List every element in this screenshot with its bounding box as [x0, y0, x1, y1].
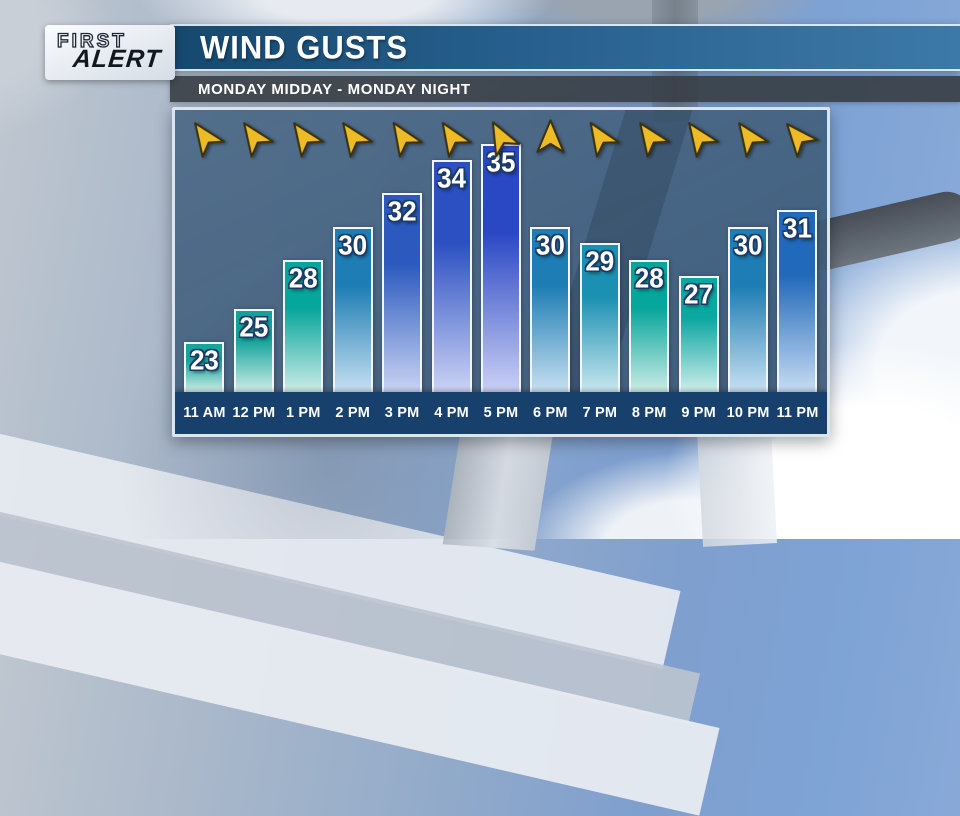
logo-alert-text: ALERT — [71, 44, 163, 73]
wind-direction-arrow-icon — [184, 116, 226, 158]
bar-value-label: 27 — [684, 278, 714, 310]
wind-direction-arrow-icon — [283, 116, 324, 158]
wind-direction-arrow-icon — [580, 116, 621, 158]
bar: 31 — [777, 209, 818, 392]
x-axis-tick-label: 1 PM — [285, 405, 321, 421]
bar-value-label: 25 — [239, 311, 269, 344]
wind-direction-arrow-icon — [629, 116, 670, 158]
wind-gusts-chart-panel: 23 25 28 30 32 34 35 30 29 28 27 30 31 11 AM 12 PM 1 P… — [172, 107, 830, 437]
bar-value-label: 30 — [535, 228, 565, 261]
x-axis-tick-label: 2 PM — [335, 405, 371, 421]
bar: 30 — [332, 226, 373, 392]
bar: 32 — [382, 193, 423, 392]
x-axis-tick-label: 5 PM — [483, 405, 519, 421]
bar: 30 — [728, 226, 769, 392]
wind-direction-arrow-icon — [481, 116, 521, 157]
bar-value-label: 34 — [437, 162, 466, 195]
wind-direction-arrow-icon — [679, 116, 720, 158]
bar: 28 — [629, 259, 670, 392]
page-title: WIND GUSTS — [200, 28, 409, 66]
bar-value-label: 32 — [387, 195, 417, 228]
bar-value-label: 35 — [486, 146, 516, 178]
bar-value-label: 29 — [585, 245, 615, 277]
bar-value-label: 28 — [634, 261, 664, 294]
turbine-blade-bottom — [442, 425, 554, 551]
bar-value-label: 30 — [733, 228, 763, 261]
bar: 34 — [431, 160, 472, 392]
bar: 35 — [480, 143, 521, 392]
wind-direction-arrow-icon — [432, 116, 472, 158]
x-axis-tick-label: 6 PM — [533, 405, 568, 421]
wind-direction-arrow-row — [175, 114, 827, 158]
bar: 29 — [579, 243, 620, 392]
x-axis-tick-label: 7 PM — [582, 405, 618, 421]
turbine-blade-bottom-right — [697, 428, 777, 547]
x-axis-tick-label: 11 AM — [183, 405, 226, 421]
x-axis-tick-label: 9 PM — [681, 405, 716, 421]
x-axis-tick-label: 8 PM — [631, 405, 667, 421]
x-axis-strip: 11 AM 12 PM 1 PM 2 PM 3 PM 4 PM 5 PM 6 PM 7 PM 8 … — [175, 392, 827, 434]
time-range-subtitle: MONDAY MIDDAY - MONDAY NIGHT — [198, 80, 471, 98]
title-bar: WIND GUSTS — [170, 24, 960, 71]
subtitle-bar: MONDAY MIDDAY - MONDAY NIGHT — [170, 76, 960, 102]
logo-first-text: FIRST — [56, 30, 127, 52]
bar: 25 — [233, 309, 274, 392]
x-axis-tick-label: 10 PM — [726, 405, 770, 421]
bar-value-label: 30 — [338, 228, 368, 261]
bar: 27 — [678, 276, 719, 392]
x-axis-tick-label: 3 PM — [384, 405, 420, 421]
wind-direction-arrow-icon — [382, 116, 423, 158]
bar-value-label: 28 — [288, 261, 318, 294]
bar-value-label: 31 — [783, 212, 812, 244]
x-axis-tick-label: 11 PM — [776, 405, 819, 421]
first-alert-logo: FIRST ALERT — [45, 25, 175, 80]
wind-direction-arrow-icon — [530, 116, 570, 156]
wind-direction-arrow-icon — [777, 116, 819, 158]
wind-direction-arrow-icon — [333, 116, 374, 158]
bar: 23 — [184, 342, 225, 392]
bars-row: 23 25 28 30 32 34 35 30 29 28 27 30 31 — [175, 110, 827, 392]
wind-direction-arrow-icon — [234, 116, 275, 158]
bar-value-label: 23 — [189, 344, 219, 377]
x-axis-tick-label: 12 PM — [232, 405, 276, 421]
bar: 30 — [530, 226, 571, 392]
bar: 28 — [283, 259, 324, 392]
x-axis-tick-label: 4 PM — [434, 405, 469, 421]
wind-direction-arrow-icon — [728, 116, 769, 158]
